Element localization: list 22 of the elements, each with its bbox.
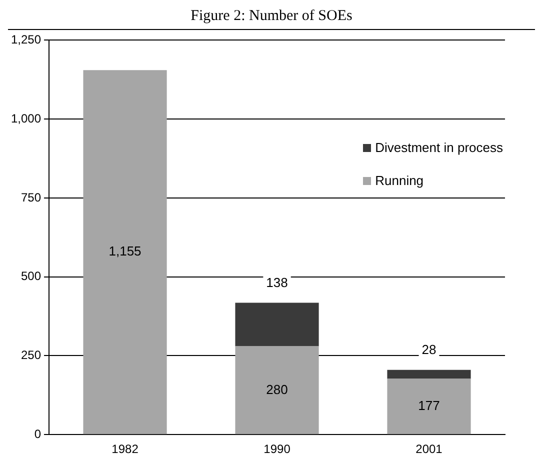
bar — [387, 378, 471, 434]
chart-title: Figure 2: Number of SOEs — [8, 8, 535, 30]
data-label: 177 — [418, 398, 440, 414]
y-tick-label: 1,250 — [11, 32, 42, 47]
legend-label: Running — [375, 173, 424, 188]
y-tick-label: 0 — [34, 426, 42, 441]
x-tick-label: 1982 — [112, 442, 139, 456]
data-label: 138 — [266, 274, 288, 290]
x-tick-label: 2001 — [416, 442, 443, 456]
bar — [83, 70, 167, 434]
bar — [235, 346, 319, 434]
y-tick-label: 1,000 — [11, 111, 42, 126]
data-label: 1,155 — [108, 244, 142, 259]
bar — [235, 302, 319, 346]
data-label: 28 — [422, 342, 436, 357]
y-tick-label: 500 — [21, 269, 42, 284]
legend-label: Divestment in process — [375, 140, 503, 155]
y-tick-label: 250 — [21, 348, 42, 362]
data-label: 280 — [266, 382, 288, 397]
bar — [387, 370, 471, 379]
x-tick-label: 1990 — [264, 442, 291, 456]
y-tick-label: 750 — [21, 190, 42, 204]
